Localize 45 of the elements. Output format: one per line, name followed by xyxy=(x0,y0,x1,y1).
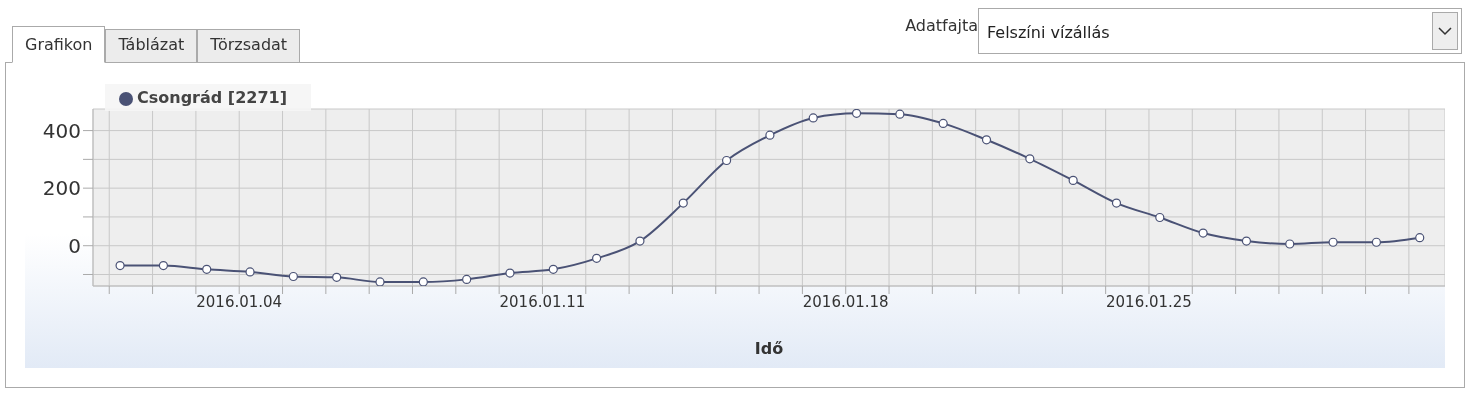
point xyxy=(1155,212,1165,223)
x-tick-label: 2016.01.11 xyxy=(499,292,586,311)
point xyxy=(1415,233,1425,243)
point xyxy=(1285,239,1295,249)
point xyxy=(592,253,602,263)
point xyxy=(1328,237,1338,247)
point xyxy=(1198,228,1208,238)
y-tick-label: 400 xyxy=(42,118,81,143)
point xyxy=(288,271,298,282)
point xyxy=(115,260,125,271)
point xyxy=(1371,237,1382,247)
point xyxy=(895,109,905,119)
point xyxy=(375,277,385,286)
x-tick-label: 2016.01.25 xyxy=(1106,292,1192,311)
point xyxy=(1111,198,1122,208)
point xyxy=(202,264,212,274)
point xyxy=(765,130,775,140)
point xyxy=(548,264,558,274)
text: Adatfajta xyxy=(905,16,978,35)
x-tick-label: 2016.01.04 xyxy=(196,292,283,311)
point xyxy=(678,198,688,208)
x-tick-label: 2016.01.18 xyxy=(802,292,889,311)
legend-label: Csongrád [2271] xyxy=(137,88,287,107)
point xyxy=(808,113,818,123)
point xyxy=(505,268,515,278)
point xyxy=(1025,154,1035,164)
point xyxy=(981,135,992,145)
point xyxy=(1241,236,1252,246)
point xyxy=(418,277,428,286)
point xyxy=(158,260,168,271)
point xyxy=(1068,175,1078,185)
text: Felszíni vízállás xyxy=(978,8,1462,54)
text: Táblázat xyxy=(105,29,198,63)
text: Grafikon xyxy=(12,26,106,63)
x-axis-title: Idő xyxy=(754,339,784,358)
point xyxy=(245,267,255,277)
point xyxy=(332,272,342,282)
y-tick-label: 200 xyxy=(42,176,81,201)
point xyxy=(851,109,862,118)
point xyxy=(938,118,948,128)
point xyxy=(635,236,645,246)
point xyxy=(462,274,472,284)
text: Törzsadat xyxy=(197,29,301,63)
y-tick-label: 0 xyxy=(68,233,81,258)
point xyxy=(721,155,732,166)
